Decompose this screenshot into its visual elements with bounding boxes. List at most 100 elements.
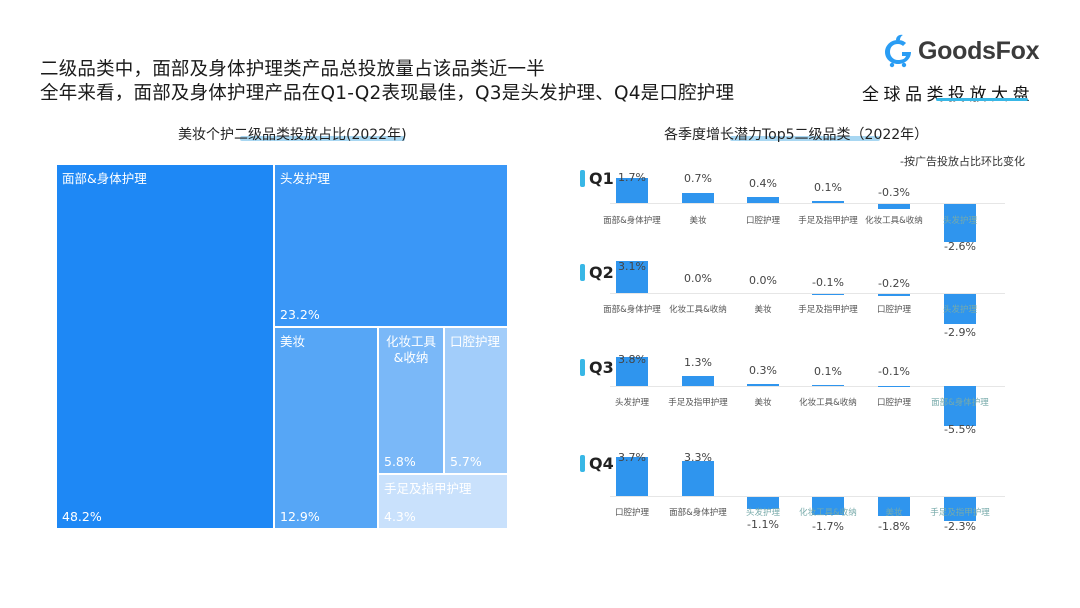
q3-label: Q3	[580, 358, 614, 377]
q3-value-1: 3.8%	[618, 353, 646, 366]
q3-value-2: 1.3%	[684, 356, 712, 369]
cell-percent: 12.9%	[280, 509, 320, 524]
q-marker-icon	[580, 170, 585, 187]
q2-label: Q2	[580, 263, 614, 282]
q-label-text: Q3	[589, 358, 614, 377]
q3-category-3: 美妆	[754, 398, 772, 408]
q1-value-6: -2.6%	[944, 240, 976, 253]
q1-bar-2[interactable]	[682, 193, 714, 203]
q4-bar-6[interactable]	[944, 497, 976, 521]
q4-category-1: 口腔护理	[614, 508, 649, 518]
q4-category-5: 美妆	[885, 508, 903, 518]
left-title-highlight	[240, 136, 405, 141]
q-marker-icon	[580, 455, 585, 472]
q4-value-3: -1.1%	[747, 518, 779, 531]
q3-bar-3[interactable]	[747, 384, 779, 386]
treemap-cell-hand-foot-nail[interactable]: 手足及指甲护理 4.3%	[379, 475, 507, 528]
q3-category-5: 口腔护理	[876, 398, 911, 408]
cell-percent: 48.2%	[62, 509, 102, 524]
treemap-cell-hair-care[interactable]: 头发护理 23.2%	[275, 165, 507, 326]
q4-value-2: 3.3%	[684, 451, 712, 464]
q2-value-3: 0.0%	[749, 274, 777, 287]
q1-bar-5[interactable]	[878, 204, 910, 209]
q2-axis	[610, 293, 1005, 294]
right-chart-note: -按广告投放占比环比变化	[900, 155, 1025, 168]
q2-bar-6[interactable]	[944, 294, 976, 324]
q2-value-5: -0.2%	[878, 277, 910, 290]
q1-category-1: 面部&身体护理	[603, 216, 661, 226]
q1-value-2: 0.7%	[684, 172, 712, 185]
q3-bar-chart: Q3 3.8% 头发护理 1.3% 手足及指甲护理 0.3% 美妆 0.1% 化…	[580, 345, 1005, 436]
q3-value-4: 0.1%	[814, 365, 842, 378]
headline-line-2: 全年来看，面部及身体护理产品在Q1-Q2表现最佳，Q3是头发护理、Q4是口腔护理	[40, 83, 735, 104]
q4-value-6: -2.3%	[944, 520, 976, 533]
q3-bar-5[interactable]	[878, 386, 910, 387]
q1-bar-3[interactable]	[747, 197, 779, 203]
cell-percent: 5.8%	[384, 454, 416, 469]
q2-bar-4[interactable]	[812, 294, 844, 295]
q3-value-3: 0.3%	[749, 364, 777, 377]
cell-percent: 5.7%	[450, 454, 482, 469]
q3-category-6: 面部&身体护理	[931, 398, 989, 408]
q2-category-1: 面部&身体护理	[603, 305, 661, 315]
cell-name: 面部&身体护理	[62, 171, 147, 186]
q4-bar-3[interactable]	[747, 497, 779, 509]
q3-category-2: 手足及指甲护理	[668, 398, 728, 408]
q4-category-4: 化妆工具&收纳	[799, 508, 857, 518]
q3-value-6: -5.5%	[944, 423, 976, 436]
q4-category-3: 头发护理	[745, 508, 780, 518]
q3-bar-1[interactable]	[616, 357, 648, 386]
q-label-text: Q4	[589, 454, 614, 473]
category-share-treemap: 面部&身体护理 48.2% 头发护理 23.2% 美妆 12.9% 化妆工具&收…	[57, 165, 507, 528]
treemap-cell-face-body-care[interactable]: 面部&身体护理 48.2%	[57, 165, 273, 528]
treemap-cell-makeup-tools[interactable]: 化妆工具&收纳 5.8%	[379, 328, 443, 473]
brand-logo: GoodsFox	[882, 34, 1040, 68]
q1-bar-6[interactable]	[944, 204, 976, 242]
q-label-text: Q1	[589, 169, 614, 188]
q4-value-1: 3.7%	[618, 451, 646, 464]
q3-category-1: 头发护理	[614, 398, 649, 408]
q3-bar-2[interactable]	[682, 376, 714, 386]
q1-value-3: 0.4%	[749, 177, 777, 190]
q2-value-2: 0.0%	[684, 272, 712, 285]
q1-value-1: 1.7%	[618, 171, 646, 184]
cell-name: 头发护理	[280, 171, 331, 186]
q1-bar-1[interactable]	[616, 178, 648, 203]
q4-category-2: 面部&身体护理	[669, 508, 727, 518]
q2-bar-5[interactable]	[878, 294, 910, 296]
q-label-text: Q2	[589, 263, 614, 282]
q3-bar-4[interactable]	[812, 385, 844, 386]
q1-axis	[610, 203, 1005, 204]
q1-category-4: 手足及指甲护理	[798, 216, 858, 226]
q3-axis	[610, 386, 1005, 387]
q1-bar-4[interactable]	[812, 201, 844, 203]
q4-bar-4[interactable]	[812, 497, 844, 515]
q2-category-3: 美妆	[754, 305, 772, 315]
q1-category-5: 化妆工具&收纳	[865, 216, 923, 226]
q1-category-6: 头发护理	[942, 216, 977, 226]
cell-name: 口腔护理	[450, 334, 501, 349]
q4-bar-5[interactable]	[878, 497, 910, 516]
brand-subtitle-underline	[936, 98, 1028, 101]
q2-value-1: 3.1%	[618, 260, 646, 273]
q4-value-4: -1.7%	[812, 520, 844, 533]
q2-category-5: 口腔护理	[876, 305, 911, 315]
q-marker-icon	[580, 264, 585, 281]
q4-category-6: 手足及指甲护理	[930, 508, 990, 518]
q1-label: Q1	[580, 169, 614, 188]
q4-bar-chart: Q4 3.7% 口腔护理 3.3% 面部&身体护理 -1.1% 头发护理 -1.…	[580, 440, 1005, 540]
treemap-cell-makeup[interactable]: 美妆 12.9%	[275, 328, 377, 528]
treemap-cell-oral-care[interactable]: 口腔护理 5.7%	[445, 328, 507, 473]
q2-category-2: 化妆工具&收纳	[669, 305, 727, 315]
cell-percent: 23.2%	[280, 307, 320, 322]
q2-category-6: 头发护理	[942, 305, 977, 315]
q4-bar-2[interactable]	[682, 461, 714, 496]
q2-value-6: -2.9%	[944, 326, 976, 339]
q3-bar-6[interactable]	[944, 386, 976, 426]
q2-value-4: -0.1%	[812, 276, 844, 289]
cell-percent: 4.3%	[384, 509, 416, 524]
q4-bar-1[interactable]	[616, 457, 648, 496]
cell-name: 手足及指甲护理	[384, 481, 472, 496]
q2-bar-1[interactable]	[616, 261, 648, 293]
brand-name: GoodsFox	[918, 36, 1040, 65]
